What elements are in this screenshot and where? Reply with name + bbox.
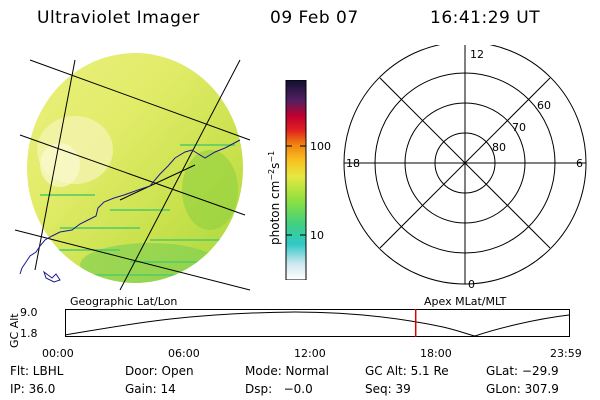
- date-label: 09 Feb 07: [270, 8, 359, 28]
- mlt-label-0: 0: [468, 278, 475, 291]
- time-label: 16:41:29 UT: [430, 8, 541, 28]
- timeline-ytick-min: 1.8: [20, 327, 38, 340]
- coastline-fragment: [43, 270, 61, 283]
- timeline-xtick-1800: 18:00: [420, 347, 452, 360]
- mlt-label-6: 6: [576, 157, 583, 170]
- dsp-readout: Dsp: −0.0: [245, 382, 313, 396]
- glat-readout: GLat: −29.9: [486, 364, 559, 378]
- map-projection-label: Geographic Lat/Lon: [70, 295, 178, 308]
- gc-alt-readout: GC Alt: 5.1 Re: [365, 364, 449, 378]
- timeline-xtick-2359: 23:59: [550, 347, 582, 360]
- colorbar-unit-label: photon cm−2s−1: [267, 150, 282, 245]
- mlt-label-18: 18: [346, 157, 360, 170]
- door-readout: Door: Open: [125, 364, 194, 378]
- color-scale-bar: [285, 80, 307, 280]
- instrument-title: Ultraviolet Imager: [37, 8, 200, 28]
- lat-label-60: 60: [537, 99, 551, 112]
- lat-lon-grid: [14, 59, 251, 291]
- gain-readout: Gain: 14: [125, 382, 176, 396]
- colorbar-tick-100: 100: [310, 140, 331, 153]
- mlt-label-12: 12: [470, 48, 484, 61]
- lat-label-70: 70: [512, 121, 526, 134]
- filter-readout: Flt: LBHL: [10, 364, 64, 378]
- altitude-timeline: [65, 309, 570, 337]
- ip-readout: IP: 36.0: [10, 382, 56, 396]
- colorbar-tick-10: 10: [310, 229, 324, 242]
- mode-readout: Mode: Normal: [245, 364, 329, 378]
- timeline-ytick-max: 9.0: [20, 306, 38, 319]
- glon-readout: GLon: 307.9: [486, 382, 559, 396]
- timeline-xtick-0600: 06:00: [168, 347, 200, 360]
- auroral-image: [27, 53, 243, 283]
- polar-projection-label: Apex MLat/MLT: [424, 295, 507, 308]
- polar-mlt-plot: [343, 45, 587, 285]
- timeline-xtick-1200: 12:00: [294, 347, 326, 360]
- altitude-curve: [65, 311, 570, 337]
- coastline: [19, 139, 241, 275]
- lat-label-80: 80: [492, 141, 506, 154]
- timeline-xtick-0000: 00:00: [42, 347, 74, 360]
- seq-readout: Seq: 39: [365, 382, 411, 396]
- imager-map: [14, 53, 251, 291]
